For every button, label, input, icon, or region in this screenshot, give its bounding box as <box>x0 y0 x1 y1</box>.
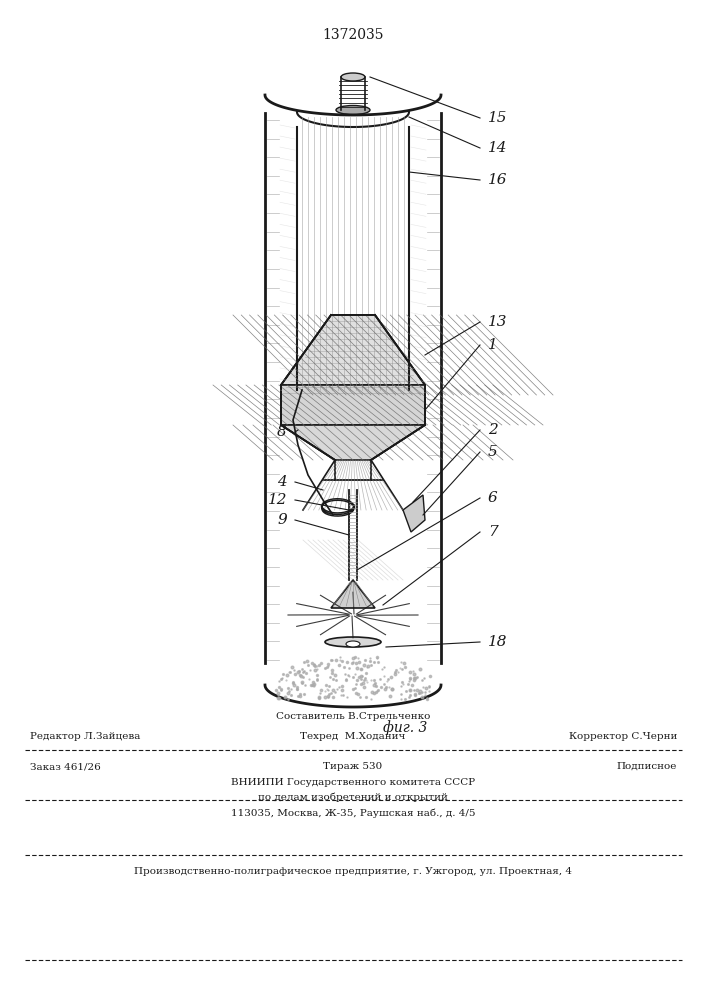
Ellipse shape <box>325 637 381 647</box>
Text: по делам изобретений и открытий: по делам изобретений и открытий <box>258 793 448 802</box>
Text: 12: 12 <box>267 493 287 507</box>
Polygon shape <box>331 580 375 608</box>
Text: 15: 15 <box>488 111 508 125</box>
Text: 13: 13 <box>488 315 508 329</box>
Text: 14: 14 <box>488 141 508 155</box>
Text: Составитель В.Стрельченко: Составитель В.Стрельченко <box>276 712 430 721</box>
Text: Редактор Л.Зайцева: Редактор Л.Зайцева <box>30 732 141 741</box>
Text: 7: 7 <box>488 525 498 539</box>
Text: 4: 4 <box>277 475 287 489</box>
Text: 2: 2 <box>488 423 498 437</box>
Text: 9: 9 <box>277 513 287 527</box>
Text: Заказ 461/26: Заказ 461/26 <box>30 762 101 771</box>
Polygon shape <box>403 495 425 532</box>
Text: Подписное: Подписное <box>617 762 677 771</box>
Text: 5: 5 <box>488 445 498 459</box>
Polygon shape <box>281 315 425 385</box>
Text: 113035, Москва, Ж-35, Раушская наб., д. 4/5: 113035, Москва, Ж-35, Раушская наб., д. … <box>230 808 475 818</box>
Text: Техред  М.Ходанич: Техред М.Ходанич <box>300 732 406 741</box>
Text: 6: 6 <box>488 491 498 505</box>
Polygon shape <box>281 425 425 460</box>
Text: фиг. 3: фиг. 3 <box>383 720 427 735</box>
Text: 1372035: 1372035 <box>322 28 384 42</box>
Text: 18: 18 <box>488 635 508 649</box>
Polygon shape <box>281 385 425 425</box>
Text: Корректор С.Черни: Корректор С.Черни <box>568 732 677 741</box>
Ellipse shape <box>341 73 365 81</box>
Ellipse shape <box>346 641 360 647</box>
Text: 16: 16 <box>488 173 508 187</box>
Text: Производственно-полиграфическое предприятие, г. Ужгород, ул. Проектная, 4: Производственно-полиграфическое предприя… <box>134 867 572 876</box>
Text: 1: 1 <box>488 338 498 352</box>
Text: ВНИИПИ Государственного комитета СССР: ВНИИПИ Государственного комитета СССР <box>231 778 475 787</box>
Text: Тираж 530: Тираж 530 <box>323 762 382 771</box>
Text: 8: 8 <box>277 425 287 439</box>
Ellipse shape <box>336 105 370 114</box>
